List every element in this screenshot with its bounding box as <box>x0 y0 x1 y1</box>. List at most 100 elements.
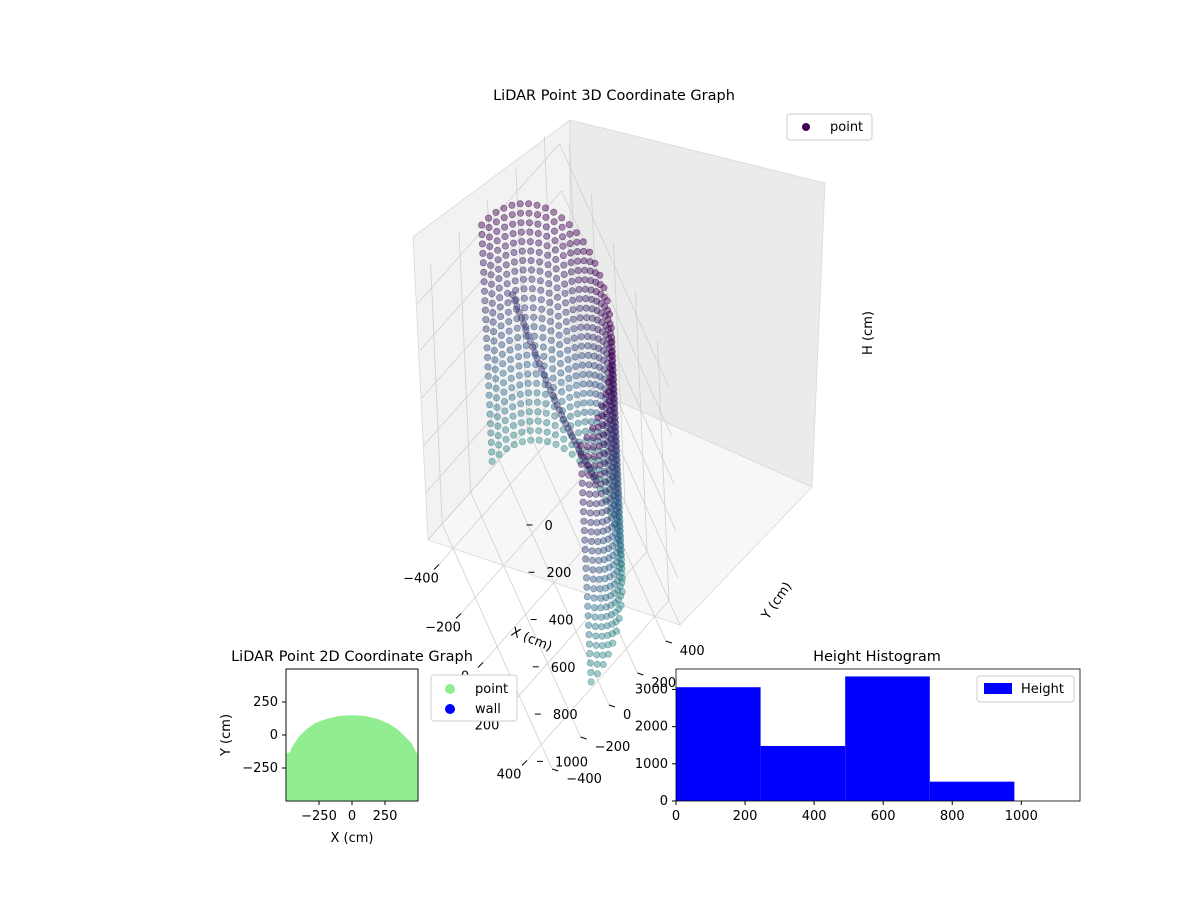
scatter3d-ztick: 600 <box>551 661 576 676</box>
scatter3d-point <box>580 408 588 416</box>
scatter3d-point <box>516 390 524 398</box>
scatter3d-point <box>529 294 537 302</box>
scatter3d-point <box>519 256 527 264</box>
scatter2d-legend-marker-wall <box>445 704 455 714</box>
scatter3d-point <box>525 408 533 416</box>
scatter3d-point <box>517 409 525 417</box>
scatter3d-point <box>586 380 594 388</box>
scatter3d-point <box>487 280 495 288</box>
scatter3d-point <box>548 346 556 354</box>
scatter3d-point <box>508 211 516 219</box>
scatter3d-point <box>556 341 564 349</box>
scatter3d-point <box>500 204 508 212</box>
scatter3d-point <box>517 400 525 408</box>
scatter3d-point <box>587 408 595 416</box>
scatter3d-point <box>494 432 502 440</box>
histogram-bar <box>929 781 1015 801</box>
scatter3d-point <box>585 481 593 489</box>
scatter3d-point <box>588 295 596 303</box>
scatter3d-point <box>614 493 622 501</box>
scatter3d-point <box>572 362 580 370</box>
scatter3d-point <box>592 641 600 649</box>
scatter3d-point <box>598 518 606 526</box>
scatter3d-point <box>533 201 541 209</box>
scatter3d-point <box>546 386 554 394</box>
scatter3d-point <box>509 239 517 247</box>
scatter3d-point <box>595 566 603 574</box>
scatter3d-gridline <box>458 231 471 493</box>
scatter3d-point <box>587 678 595 686</box>
scatter3d-point <box>535 248 543 256</box>
scatter3d-ytick-mark <box>637 672 644 676</box>
scatter3d-point <box>502 251 510 259</box>
scatter3d-xtick: −400 <box>403 572 439 587</box>
scatter3d-point <box>541 390 549 398</box>
scatter3d-point <box>600 556 608 564</box>
scatter3d-point <box>530 313 538 321</box>
scatter3d-point <box>582 295 590 303</box>
scatter3d-point <box>558 388 566 396</box>
scatter3d-point <box>592 500 600 508</box>
scatter3d-point <box>566 230 574 238</box>
scatter3d-point <box>509 220 517 228</box>
scatter3d-point <box>490 337 498 345</box>
scatter3d-point <box>515 353 523 361</box>
scatter3d-point <box>566 412 574 420</box>
scatter3d-point <box>510 258 518 266</box>
scatter3d-point <box>495 450 503 458</box>
scatter3d-point <box>611 437 619 445</box>
scatter3d-point <box>545 289 553 297</box>
scatter3d-point <box>592 390 600 398</box>
scatter3d-point <box>542 409 550 417</box>
scatter3d-point <box>483 353 491 361</box>
scatter3d-point <box>616 531 624 539</box>
scatter3d-point <box>596 363 604 371</box>
scatter3d-point <box>557 378 565 386</box>
scatter3d-point <box>488 290 496 298</box>
scatter3d-point <box>610 431 618 439</box>
histogram-title: Height Histogram <box>813 649 941 665</box>
scatter3d-point <box>576 304 584 312</box>
scatter3d-point <box>562 420 570 428</box>
scatter3d-point <box>609 380 617 388</box>
scatter3d-point <box>613 516 621 524</box>
scatter3d-point <box>520 285 528 293</box>
scatter3d-point <box>523 351 531 359</box>
scatter3d-point <box>485 391 493 399</box>
scatter3d-xtick: 400 <box>497 768 522 783</box>
scatter3d-points <box>478 200 626 686</box>
scatter3d-point <box>582 304 590 312</box>
scatter3d-point <box>593 519 601 527</box>
scatter3d-point <box>564 365 572 373</box>
scatter3d-point <box>611 599 619 607</box>
scatter3d-point <box>550 208 558 216</box>
scatter3d-point <box>483 334 491 342</box>
scatter3d-point <box>617 569 625 577</box>
scatter3d-point <box>574 266 582 274</box>
scatter3d-point <box>501 223 509 231</box>
scatter3d-point <box>593 297 601 305</box>
scatter3d-point <box>614 526 622 534</box>
scatter3d-point <box>616 550 624 558</box>
scatter3d-point <box>605 378 613 386</box>
scatter3d-point <box>515 371 523 379</box>
scatter3d-point <box>560 261 568 269</box>
scatter3d-point <box>575 285 583 293</box>
scatter3d-point <box>581 276 589 284</box>
scatter3d-point <box>609 389 617 397</box>
scatter3d-point <box>610 580 618 588</box>
scatter3d-point <box>505 318 513 326</box>
scatter3d-point <box>502 445 510 453</box>
scatter3d-point <box>500 214 508 222</box>
scatter3d-point <box>544 438 552 446</box>
scatter3d-point <box>581 545 589 553</box>
scatter3d-point <box>600 546 608 554</box>
scatter3d-point <box>555 331 563 339</box>
scatter3d-ytick-mark <box>580 736 587 740</box>
scatter3d-point <box>611 469 619 477</box>
scatter3d-point <box>533 389 541 397</box>
scatter3d-point <box>588 305 596 313</box>
scatter3d-point <box>482 316 490 324</box>
scatter3d-point <box>544 381 552 389</box>
scatter3d-point <box>497 312 505 320</box>
